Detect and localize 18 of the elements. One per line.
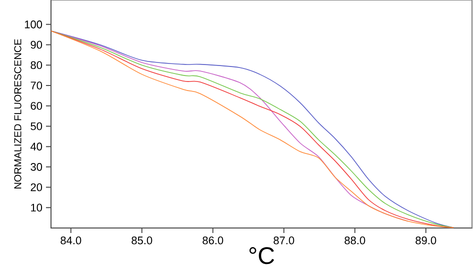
x-tick-label: 87.0 bbox=[274, 236, 294, 244]
y-tick-label: 60 bbox=[30, 102, 42, 110]
x-tick-label: 84.0 bbox=[60, 236, 82, 244]
x-tick-label: 85.0 bbox=[132, 236, 152, 244]
y-tick-label: 90 bbox=[30, 40, 42, 49]
y-tick-label: 40 bbox=[30, 142, 42, 150]
y-tick-label: 50 bbox=[30, 122, 42, 130]
y-tick-label: 100 bbox=[24, 20, 42, 28]
x-tick-label: 86.0 bbox=[202, 236, 224, 244]
y-tick-label: 70 bbox=[30, 82, 42, 90]
x-axis-title: °C bbox=[249, 247, 274, 264]
y-tick-label: 10 bbox=[31, 204, 42, 212]
y-axis-title: NORMALIZED FLUORESCENCE bbox=[14, 39, 22, 188]
y-tick-label: 30 bbox=[30, 163, 42, 171]
x-tick-label: 89.0 bbox=[416, 236, 436, 244]
y-tick-label: 20 bbox=[30, 183, 42, 192]
x-tick-label: 88.0 bbox=[344, 236, 366, 244]
y-tick-label: 80 bbox=[30, 61, 42, 70]
